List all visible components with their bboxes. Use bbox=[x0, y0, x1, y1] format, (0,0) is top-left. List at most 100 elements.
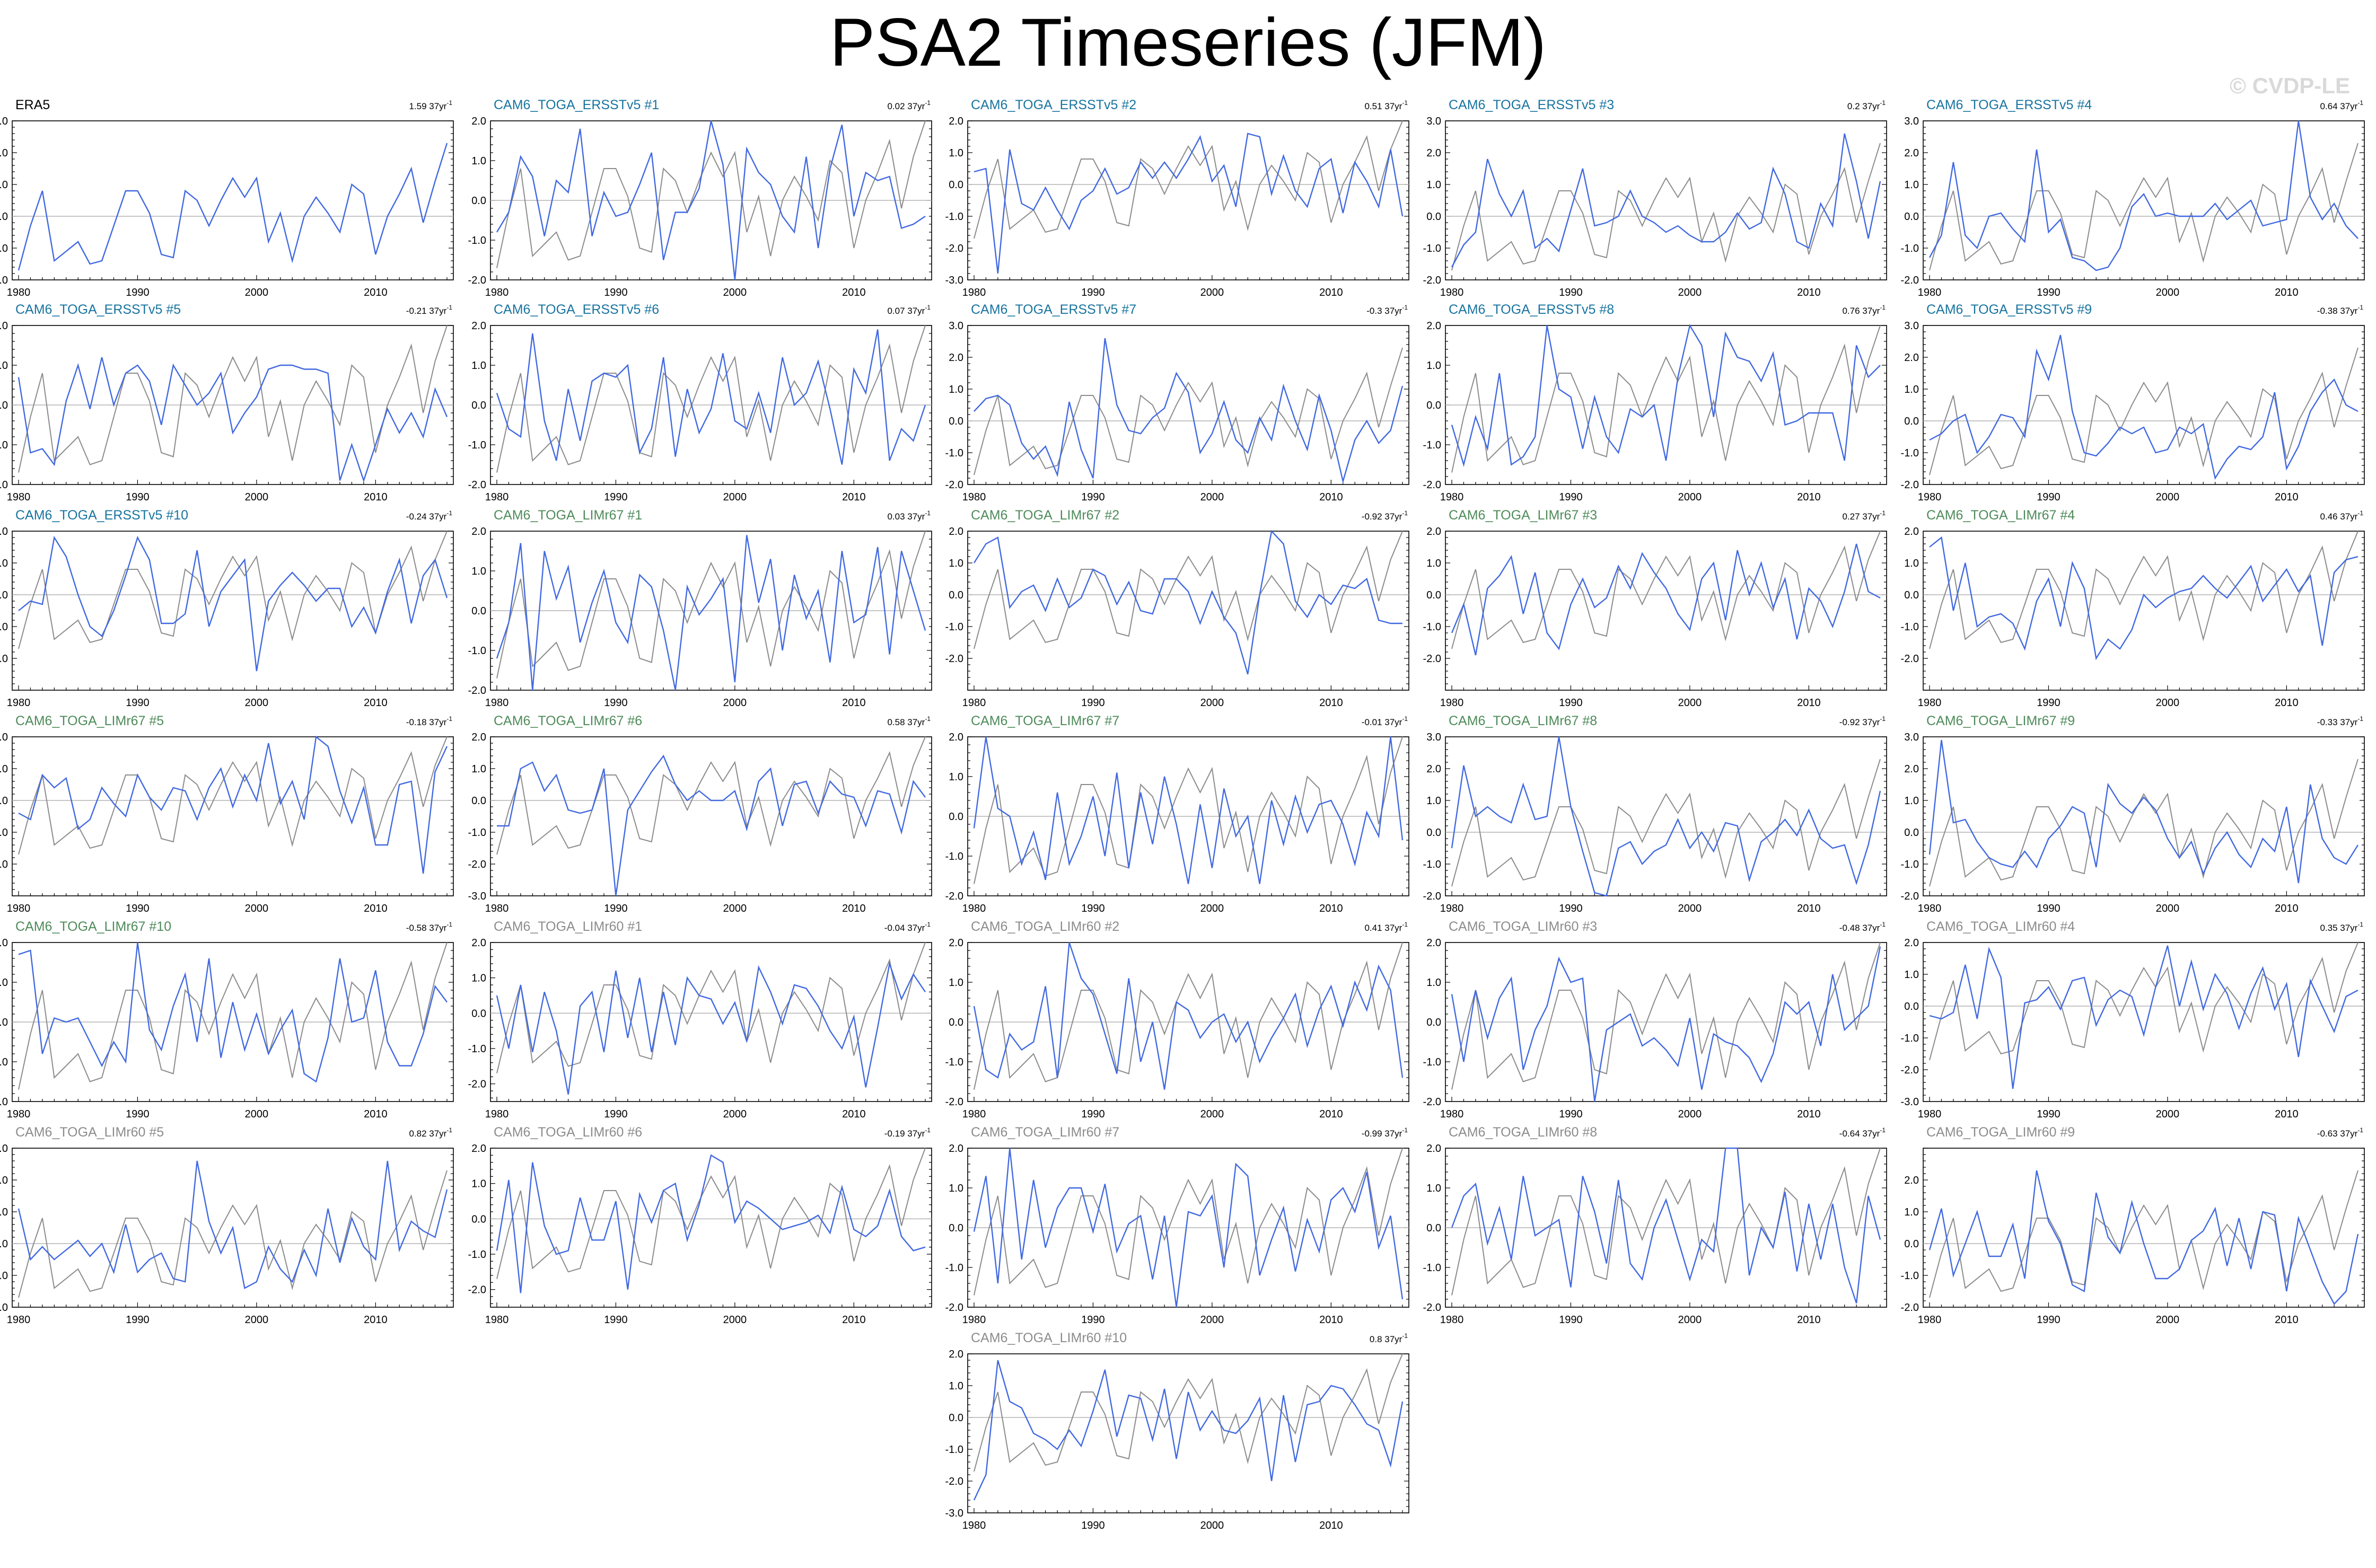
y-tick-label: 1.0 bbox=[1426, 795, 1441, 807]
x-tick-label: 1990 bbox=[1559, 697, 1583, 709]
x-tick-label: 1990 bbox=[604, 287, 628, 298]
x-tick-label: 2010 bbox=[364, 287, 388, 298]
x-tick-label: 2000 bbox=[1678, 903, 1702, 914]
x-tick-label: 2000 bbox=[1200, 697, 1224, 709]
panel-cam6-toga-limr60-6: CAM6_TOGA_LIMr60 #6 -0.19 37yr-1 2.0 1.0 0.0… bbox=[468, 1125, 932, 1326]
trend-label: -0.63 37yr-1 bbox=[2317, 1126, 2364, 1139]
model-series-line bbox=[1928, 120, 2359, 271]
y-tick-label: 0.0 bbox=[1426, 827, 1441, 839]
x-tick-label: 1990 bbox=[604, 903, 628, 914]
y-tick-label: 1.0 bbox=[0, 558, 8, 569]
y-tick-label: -1.0 bbox=[945, 1262, 963, 1274]
y-tick-label: 1.0 bbox=[1426, 179, 1441, 191]
y-tick-label: 0.0 bbox=[949, 589, 963, 601]
panel-cam6-toga-ersstv5-6: CAM6_TOGA_ERSSTv5 #6 0.07 37yr-1 2.0 1.0 0.0… bbox=[468, 302, 932, 503]
x-tick-label: 1990 bbox=[126, 1314, 150, 1326]
y-tick-label: 3.0 bbox=[949, 320, 963, 332]
x-tick-label: 1990 bbox=[1081, 903, 1105, 914]
y-tick-label: -2.0 bbox=[1423, 653, 1441, 665]
trend-label: 0.51 37yr-1 bbox=[1364, 99, 1408, 111]
x-tick-label: 1980 bbox=[7, 697, 31, 709]
x-tick-label: 1980 bbox=[1918, 1314, 1942, 1326]
trend-label: 0.41 37yr-1 bbox=[1364, 921, 1408, 933]
y-tick-label: 0.0 bbox=[1426, 589, 1441, 601]
x-tick-label: 1990 bbox=[2037, 903, 2061, 914]
plot-frame bbox=[490, 736, 932, 896]
x-tick-label: 1990 bbox=[1559, 287, 1583, 298]
y-tick-label: 3.0 bbox=[0, 116, 8, 127]
x-tick-label: 1990 bbox=[2037, 697, 2061, 709]
y-tick-label: -2.0 bbox=[1901, 275, 1919, 286]
panel-title: CAM6_TOGA_LIMr60 #1 bbox=[494, 919, 642, 934]
y-tick-label: -1.0 bbox=[945, 447, 963, 459]
y-tick-label: 0.0 bbox=[1904, 827, 1919, 839]
y-tick-label: 2.0 bbox=[0, 937, 8, 949]
y-tick-label: 1.0 bbox=[949, 558, 963, 569]
x-tick-label: 1980 bbox=[1440, 903, 1464, 914]
trend-label: -0.24 37yr-1 bbox=[406, 509, 453, 522]
y-tick-label: 2.0 bbox=[949, 1143, 963, 1155]
plot-frame bbox=[1923, 1148, 2365, 1308]
model-series-line bbox=[1929, 945, 2359, 1089]
x-tick-label: 1990 bbox=[604, 1314, 628, 1326]
y-tick-label: 2.0 bbox=[471, 320, 486, 332]
x-tick-label: 1990 bbox=[1559, 491, 1583, 503]
y-tick-label: -2.0 bbox=[1901, 479, 1919, 491]
obs-series-line bbox=[1451, 1148, 1881, 1296]
y-tick-label: 0.0 bbox=[471, 1213, 486, 1225]
x-tick-label: 1980 bbox=[7, 1108, 31, 1120]
x-tick-label: 2010 bbox=[842, 697, 866, 709]
panel-title: CAM6_TOGA_LIMr60 #3 bbox=[1449, 919, 1597, 934]
y-tick-label: -2.0 bbox=[1901, 1302, 1919, 1314]
y-tick-label: 0.0 bbox=[1426, 211, 1441, 223]
y-tick-label: 0.0 bbox=[0, 1017, 8, 1028]
x-tick-label: 1990 bbox=[2037, 1108, 2061, 1120]
y-tick-label: 2.0 bbox=[0, 1175, 8, 1186]
x-tick-label: 2000 bbox=[245, 491, 269, 503]
plot-frame bbox=[1445, 736, 1887, 896]
y-tick-label: -2.0 bbox=[945, 653, 963, 665]
y-tick-label: -2.0 bbox=[0, 653, 8, 665]
y-tick-label: 2.0 bbox=[471, 732, 486, 743]
y-tick-label: 1.0 bbox=[1904, 179, 1919, 191]
panel-title: CAM6_TOGA_ERSSTv5 #10 bbox=[15, 508, 188, 523]
x-tick-label: 1980 bbox=[962, 287, 986, 298]
y-tick-label: -1.0 bbox=[1423, 1262, 1441, 1274]
model-series-line bbox=[1929, 334, 2359, 480]
x-tick-label: 2000 bbox=[2156, 903, 2180, 914]
model-series-line bbox=[18, 535, 448, 672]
y-tick-label: -2.0 bbox=[1423, 1096, 1441, 1108]
y-tick-label: 1.0 bbox=[1904, 795, 1919, 807]
y-tick-label: 1.0 bbox=[0, 179, 8, 191]
obs-series-line bbox=[1929, 531, 2359, 649]
obs-series-line bbox=[496, 1148, 926, 1279]
y-tick-label: 1.0 bbox=[471, 155, 486, 167]
y-tick-label: 1.0 bbox=[0, 360, 8, 372]
x-tick-label: 1980 bbox=[1440, 287, 1464, 298]
x-tick-label: 1990 bbox=[1559, 903, 1583, 914]
x-tick-label: 2000 bbox=[1200, 287, 1224, 298]
obs-series-line bbox=[1929, 143, 2359, 271]
panel-title: CAM6_TOGA_LIMr67 #1 bbox=[494, 508, 642, 523]
model-series-line bbox=[17, 143, 448, 271]
x-tick-label: 1980 bbox=[962, 697, 986, 709]
y-tick-label: -1.0 bbox=[0, 243, 8, 254]
obs-series-line bbox=[496, 736, 926, 855]
y-tick-label: 2.0 bbox=[0, 732, 8, 743]
y-tick-label: 1.0 bbox=[471, 566, 486, 577]
model-series-line bbox=[1451, 1147, 1881, 1303]
x-tick-label: 1980 bbox=[1440, 1108, 1464, 1120]
model-series-line bbox=[18, 735, 448, 874]
y-tick-label: 0.0 bbox=[0, 1238, 8, 1250]
plot-frame bbox=[490, 1148, 932, 1308]
plot-frame bbox=[1923, 736, 2365, 896]
obs-series-line bbox=[18, 325, 448, 473]
panel-title: CAM6_TOGA_ERSSTv5 #5 bbox=[15, 302, 181, 317]
y-tick-label: -2.0 bbox=[1901, 653, 1919, 665]
y-tick-label: 2.0 bbox=[1426, 320, 1441, 332]
x-tick-label: 1980 bbox=[962, 903, 986, 914]
y-tick-label: 2.0 bbox=[471, 1143, 486, 1155]
y-tick-label: -2.0 bbox=[468, 275, 486, 286]
y-tick-label: 1.0 bbox=[949, 147, 963, 159]
panel-cam6-toga-limr60-7: CAM6_TOGA_LIMr60 #7 -0.99 37yr-1 2.0 1.0 0.0… bbox=[945, 1125, 1409, 1326]
